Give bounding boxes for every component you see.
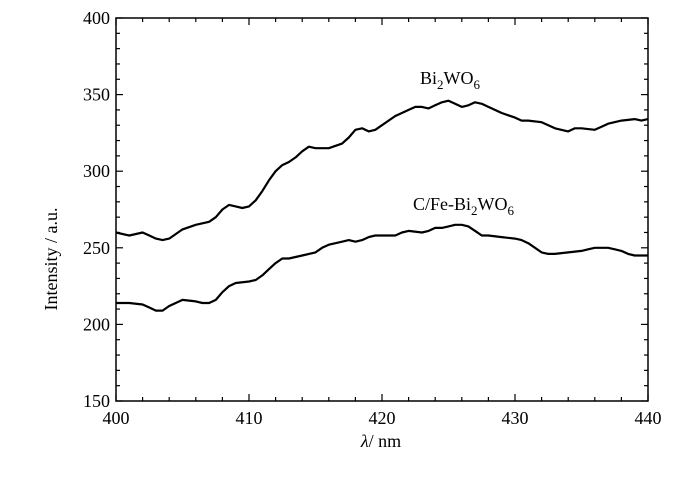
x-tick-label: 440 bbox=[635, 408, 662, 428]
y-tick-label: 150 bbox=[83, 391, 110, 411]
series-label-bi2wo6: Bi2WO6 bbox=[420, 68, 481, 92]
plot-border bbox=[115, 17, 649, 402]
x-axis-unit: / nm bbox=[369, 431, 402, 451]
x-tick-label: 410 bbox=[236, 408, 263, 428]
series-lines bbox=[115, 99, 649, 312]
series-line-cfe-bi2wo6 bbox=[116, 223, 648, 312]
x-axis-label: λ/ nm bbox=[360, 431, 401, 451]
plot-frame bbox=[115, 17, 649, 402]
y-tick-label: 350 bbox=[83, 85, 110, 105]
axis-ticks bbox=[115, 17, 649, 402]
y-tick-label: 300 bbox=[83, 161, 110, 181]
axis-tick-labels: 400 410 420 430 440 150 200 250 300 350 400 bbox=[83, 8, 662, 428]
y-tick-label: 250 bbox=[83, 238, 110, 258]
series-label-cfe-bi2wo6: C/Fe-Bi2WO6 bbox=[413, 194, 515, 218]
y-tick-label: 200 bbox=[83, 314, 110, 334]
y-axis-label: Intensity / a.u. bbox=[41, 208, 61, 311]
y-tick-label: 400 bbox=[83, 8, 110, 28]
x-tick-label: 430 bbox=[502, 408, 529, 428]
x-axis-symbol: λ bbox=[360, 431, 369, 451]
x-tick-label: 400 bbox=[103, 408, 130, 428]
series-line-bi2wo6 bbox=[115, 99, 649, 242]
x-tick-label: 420 bbox=[369, 408, 396, 428]
